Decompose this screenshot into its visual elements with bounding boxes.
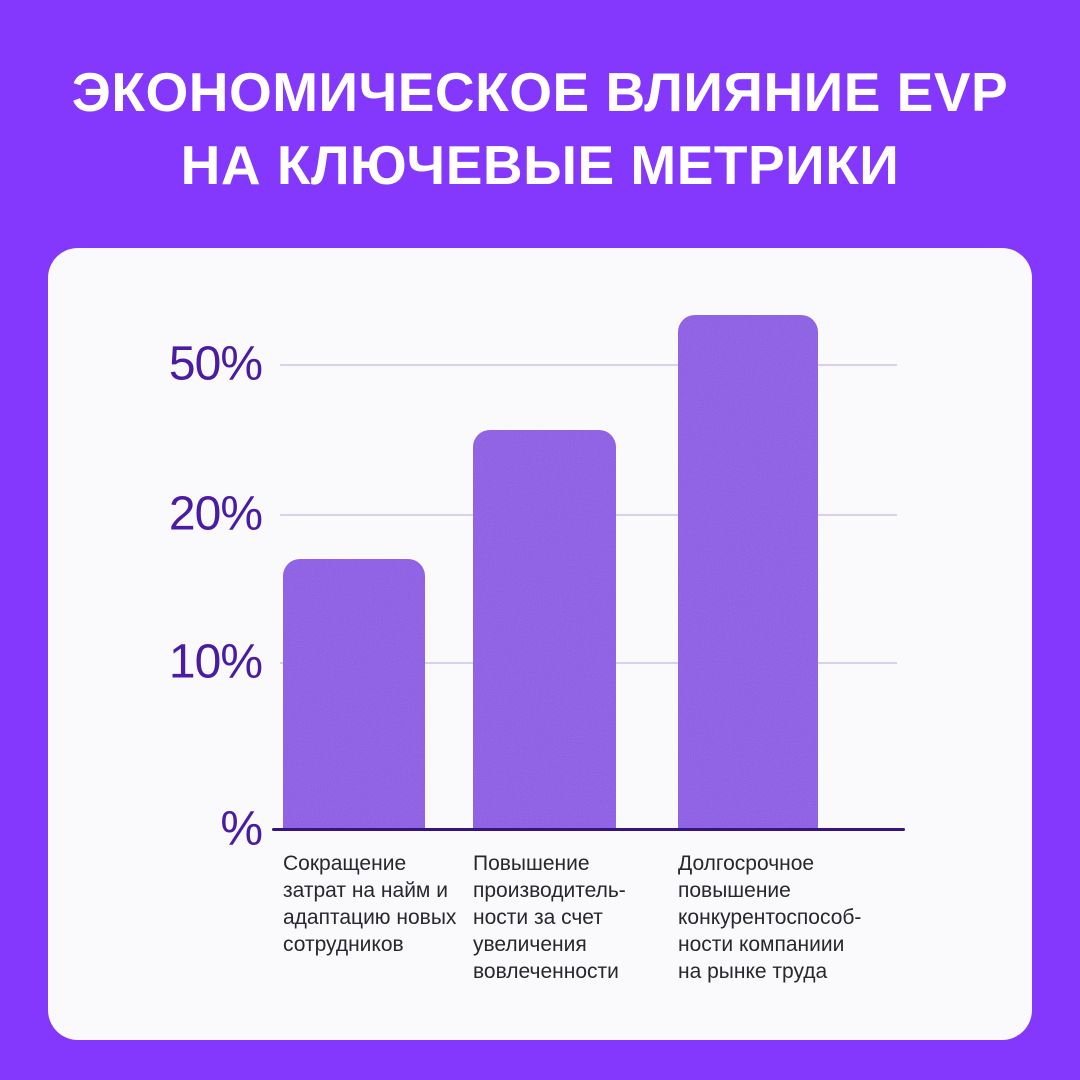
bar-chart: 50% 20% 10% % Сокращение затрат на на — [48, 248, 1032, 1040]
bar-hiring-cost-reduction — [283, 559, 425, 830]
chart-card: 50% 20% 10% % Сокращение затрат на на — [48, 248, 1032, 1040]
ytick-1: 20% — [168, 487, 263, 541]
ytick-2: 10% — [168, 635, 263, 689]
page-title: ЭКОНОМИЧЕСКОЕ ВЛИЯНИЕ EVP НА КЛЮЧЕВЫЕ МЕ… — [0, 56, 1080, 202]
grain-texture — [678, 315, 818, 830]
ytick-3: % — [220, 802, 263, 856]
grain-texture — [473, 430, 616, 830]
title-line-2: НА КЛЮЧЕВЫЕ МЕТРИКИ — [180, 134, 900, 196]
ytick-0: 50% — [168, 337, 263, 391]
category-label-1: Сокращение затрат на найм и адаптацию но… — [283, 852, 457, 956]
x-axis-line — [272, 828, 905, 831]
title-line-1: ЭКОНОМИЧЕСКОЕ ВЛИЯНИЕ EVP — [71, 61, 1009, 123]
category-label-3: Долгосрочное повышение конкурентоспособ-… — [678, 852, 862, 983]
bar-productivity-increase — [473, 430, 616, 830]
gridline-50% — [280, 364, 897, 366]
bar-competitiveness-increase — [678, 315, 818, 830]
category-label-2: Повышение производитель- ности за счет у… — [473, 852, 626, 983]
grain-texture — [283, 559, 425, 830]
